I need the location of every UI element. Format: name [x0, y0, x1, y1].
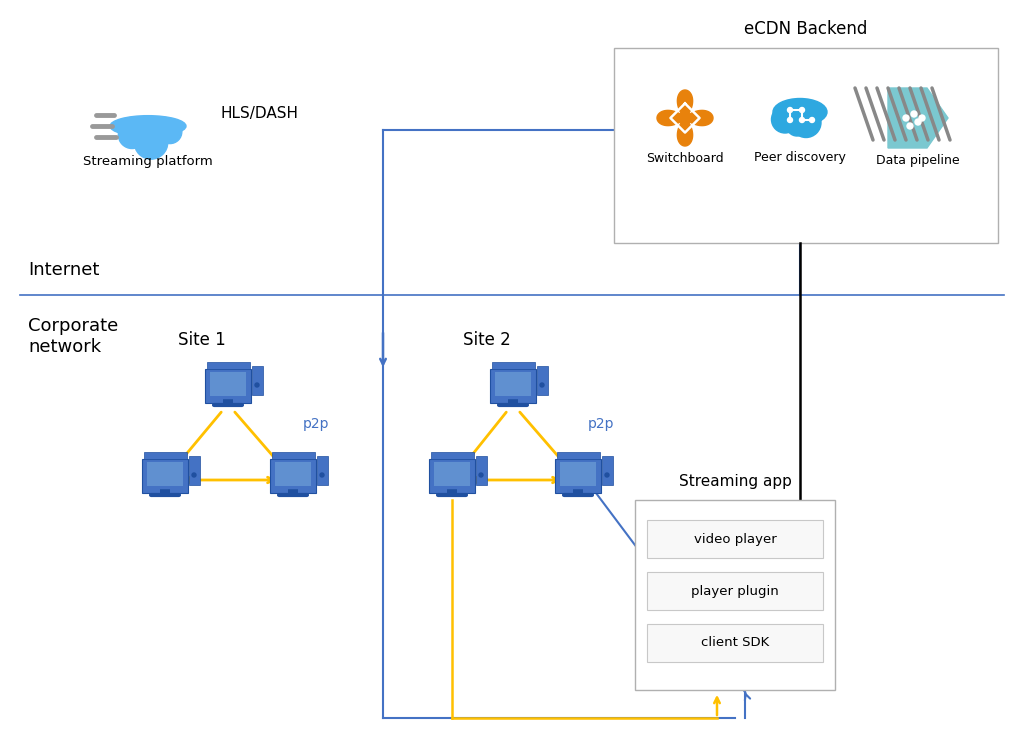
Text: Corporate
network: Corporate network [28, 317, 118, 356]
FancyBboxPatch shape [555, 459, 601, 493]
Ellipse shape [786, 115, 808, 136]
Text: p2p: p2p [303, 417, 330, 431]
Circle shape [800, 107, 805, 113]
FancyBboxPatch shape [143, 451, 186, 458]
Text: player plugin: player plugin [691, 584, 779, 597]
Ellipse shape [773, 98, 827, 125]
FancyBboxPatch shape [275, 462, 311, 486]
Ellipse shape [119, 121, 145, 148]
FancyBboxPatch shape [252, 365, 262, 395]
Text: Data pipeline: Data pipeline [877, 154, 959, 167]
Polygon shape [685, 110, 713, 125]
Text: HLS/DASH: HLS/DASH [220, 106, 298, 121]
FancyBboxPatch shape [614, 48, 998, 243]
FancyBboxPatch shape [495, 372, 531, 396]
Polygon shape [888, 88, 948, 148]
Ellipse shape [134, 125, 168, 160]
FancyBboxPatch shape [142, 459, 188, 493]
FancyBboxPatch shape [205, 369, 251, 403]
FancyBboxPatch shape [207, 361, 250, 368]
Circle shape [911, 111, 918, 117]
Circle shape [907, 123, 913, 129]
Text: Switchboard: Switchboard [646, 152, 724, 165]
FancyBboxPatch shape [430, 451, 473, 458]
Circle shape [903, 115, 909, 121]
Polygon shape [657, 110, 685, 125]
FancyBboxPatch shape [429, 459, 475, 493]
FancyBboxPatch shape [647, 520, 823, 558]
Circle shape [800, 117, 805, 122]
Circle shape [787, 107, 793, 113]
Ellipse shape [110, 116, 186, 137]
Text: Streaming platform: Streaming platform [83, 155, 213, 168]
FancyBboxPatch shape [271, 451, 314, 458]
FancyBboxPatch shape [556, 451, 599, 458]
FancyBboxPatch shape [210, 372, 246, 396]
Circle shape [540, 383, 544, 387]
FancyBboxPatch shape [147, 462, 183, 486]
FancyBboxPatch shape [635, 500, 835, 690]
FancyBboxPatch shape [601, 456, 612, 485]
Text: eCDN Backend: eCDN Backend [744, 20, 867, 38]
FancyBboxPatch shape [537, 365, 548, 395]
Circle shape [915, 119, 921, 125]
Polygon shape [678, 90, 692, 118]
Circle shape [919, 115, 925, 121]
FancyBboxPatch shape [647, 624, 823, 662]
FancyBboxPatch shape [560, 462, 596, 486]
Circle shape [193, 473, 196, 477]
Circle shape [255, 383, 259, 387]
Circle shape [605, 473, 609, 477]
Text: Streaming app: Streaming app [679, 474, 792, 489]
Text: Site 2: Site 2 [463, 331, 511, 349]
FancyBboxPatch shape [270, 459, 316, 493]
FancyBboxPatch shape [647, 572, 823, 610]
Text: Peer discovery: Peer discovery [754, 151, 846, 164]
Circle shape [479, 473, 483, 477]
Ellipse shape [771, 106, 799, 133]
Circle shape [319, 473, 324, 477]
FancyBboxPatch shape [434, 462, 470, 486]
Text: p2p: p2p [588, 417, 614, 431]
FancyBboxPatch shape [316, 456, 328, 485]
FancyBboxPatch shape [188, 456, 200, 485]
Text: Internet: Internet [28, 261, 99, 279]
Ellipse shape [791, 107, 821, 138]
Text: video player: video player [693, 532, 776, 546]
Polygon shape [678, 118, 692, 146]
Ellipse shape [159, 120, 182, 144]
Circle shape [679, 112, 691, 124]
Text: Site 1: Site 1 [178, 331, 225, 349]
FancyBboxPatch shape [490, 369, 536, 403]
FancyBboxPatch shape [492, 361, 535, 368]
Text: client SDK: client SDK [700, 637, 769, 649]
Circle shape [787, 117, 793, 122]
Circle shape [810, 117, 814, 122]
FancyBboxPatch shape [475, 456, 486, 485]
